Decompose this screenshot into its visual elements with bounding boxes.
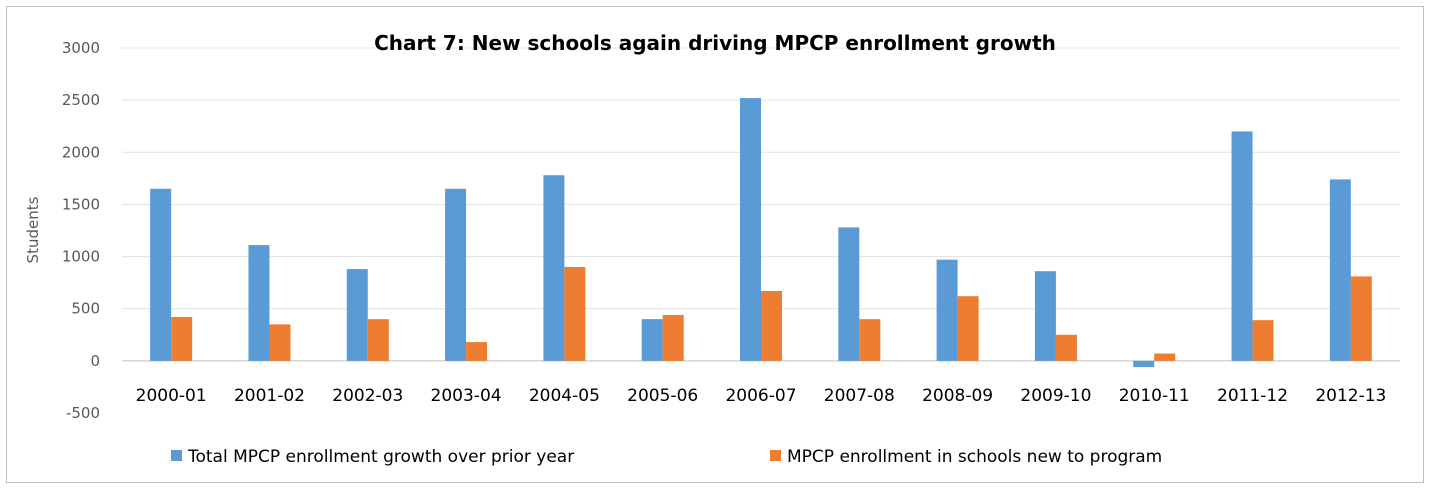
x-tick-label: 2001-02 bbox=[234, 386, 305, 406]
y-tick-label: 1500 bbox=[62, 195, 100, 213]
y-tick-label: 1000 bbox=[62, 248, 100, 266]
legend-label-new-schools: MPCP enrollment in schools new to progra… bbox=[787, 447, 1162, 467]
y-tick-label: -500 bbox=[66, 404, 100, 422]
bar-new-schools-2009-10 bbox=[1055, 334, 1077, 361]
y-tick-label: 3000 bbox=[62, 39, 100, 57]
bar-new-schools-2007-08 bbox=[859, 319, 881, 361]
bar-total-growth-2012-13 bbox=[1329, 179, 1351, 361]
bar-total-growth-2003-04 bbox=[445, 188, 467, 361]
x-tick-label: 2011-12 bbox=[1217, 386, 1288, 406]
y-tick-label: 2000 bbox=[62, 143, 100, 161]
x-tick-label: 2004-05 bbox=[529, 386, 600, 406]
bar-new-schools-2008-09 bbox=[957, 296, 979, 361]
bar-new-schools-2000-01 bbox=[171, 317, 193, 361]
bar-total-growth-2009-10 bbox=[1034, 271, 1056, 361]
bar-total-growth-2006-07 bbox=[740, 98, 761, 361]
bars bbox=[150, 98, 1372, 368]
bar-total-growth-2004-05 bbox=[543, 175, 565, 361]
bar-new-schools-2003-04 bbox=[466, 342, 488, 361]
x-tick-label: 2009-10 bbox=[1020, 386, 1091, 406]
x-tick-label: 2002-03 bbox=[332, 386, 403, 406]
x-tick-label: 2000-01 bbox=[136, 386, 207, 406]
bar-total-growth-2007-08 bbox=[838, 227, 860, 361]
bar-new-schools-2001-02 bbox=[269, 324, 291, 361]
legend-swatch-new-schools bbox=[770, 450, 781, 461]
chart-title: Chart 7: New schools again driving MPCP … bbox=[374, 31, 1056, 55]
legend-label-total-growth: Total MPCP enrollment growth over prior … bbox=[187, 447, 574, 467]
bar-total-growth-2008-09 bbox=[936, 259, 958, 361]
y-tick-label: 0 bbox=[90, 352, 100, 370]
bar-total-growth-2001-02 bbox=[248, 245, 270, 361]
chart-frame bbox=[6, 6, 1424, 483]
bar-new-schools-2002-03 bbox=[367, 319, 389, 361]
bar-new-schools-2005-06 bbox=[662, 314, 684, 361]
x-axis-ticks: 2000-01 2001-02 2002-03 2003-04 2004-05 2005-… bbox=[136, 386, 1387, 406]
legend-swatch-total-growth bbox=[171, 450, 182, 461]
x-tick-label: 2003-04 bbox=[431, 386, 502, 406]
legend: Total MPCP enrollment growth over prior … bbox=[171, 447, 1162, 467]
bar-new-schools-2006-07 bbox=[761, 290, 782, 361]
x-tick-label: 2005-06 bbox=[627, 386, 698, 406]
bar-total-growth-2010-11 bbox=[1133, 360, 1155, 368]
x-tick-label: 2008-09 bbox=[922, 386, 993, 406]
y-axis-ticks: 3000 2500 2000 1500 1000 500 0 -500 bbox=[62, 39, 100, 422]
bar-new-schools-2012-13 bbox=[1350, 276, 1372, 361]
bar-new-schools-2011-12 bbox=[1252, 320, 1274, 361]
bar-total-growth-2000-01 bbox=[150, 188, 172, 361]
y-axis-label: Students bbox=[24, 196, 42, 263]
x-tick-label: 2007-08 bbox=[824, 386, 895, 406]
x-tick-label: 2006-07 bbox=[725, 386, 796, 406]
y-tick-label: 500 bbox=[71, 300, 100, 318]
bar-total-growth-2005-06 bbox=[641, 319, 663, 361]
y-tick-label: 2500 bbox=[62, 91, 100, 109]
bar-total-growth-2011-12 bbox=[1231, 131, 1253, 361]
bar-new-schools-2010-11 bbox=[1154, 353, 1176, 361]
x-tick-label: 2012-13 bbox=[1315, 386, 1386, 406]
bar-new-schools-2004-05 bbox=[564, 267, 586, 361]
bar-total-growth-2002-03 bbox=[346, 269, 368, 361]
x-tick-label: 2010-11 bbox=[1119, 386, 1190, 406]
